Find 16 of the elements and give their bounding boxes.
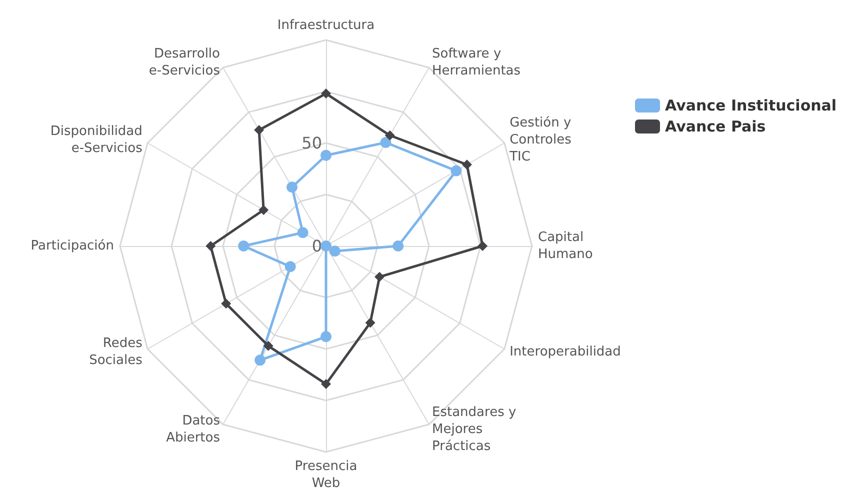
spoke-label: Software y Herramientas: [432, 46, 521, 78]
spoke-label: Desarrollo e-Servicios: [148, 46, 220, 78]
y-tick-label: 0: [312, 236, 322, 256]
spoke-label: Participación: [30, 238, 114, 254]
spoke-label: Presencia Web: [294, 459, 358, 491]
legend-label: Avance Institucional: [665, 96, 837, 114]
spoke-label: Gestión y Controles TIC: [508, 116, 572, 164]
y-tick-label: 50: [302, 134, 322, 152]
spoke-label: Estandares y Mejores Prácticas: [432, 405, 516, 454]
spoke-label: Redes Sociales: [89, 336, 143, 368]
spoke-label: Interoperabilidad: [510, 344, 621, 360]
spoke-label: Disponibilidad e-Servicios: [50, 124, 143, 156]
spoke-label: Datos Abiertos: [166, 414, 220, 446]
legend-label: Avance Pais: [665, 118, 766, 136]
spoke-label: Capital Humano: [538, 230, 593, 262]
spoke-label: Infraestructura: [277, 18, 375, 33]
